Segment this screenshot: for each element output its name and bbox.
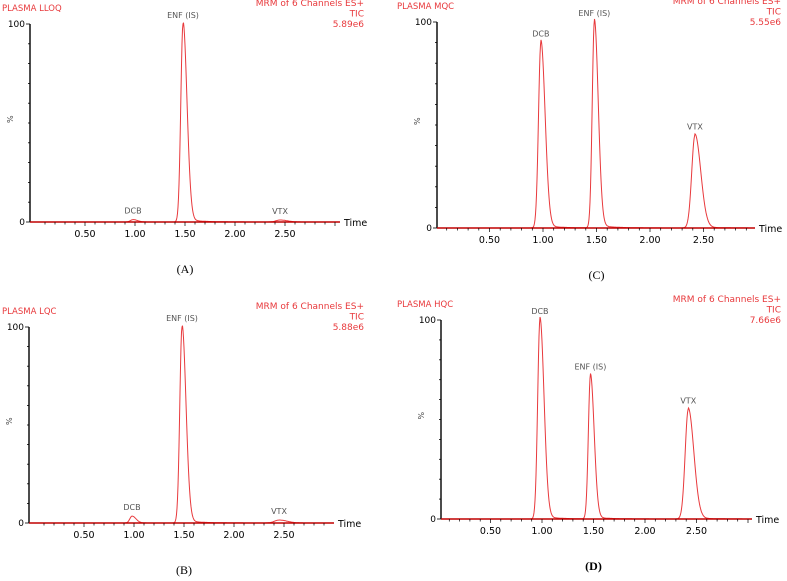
x-tick-label: 2.50 <box>273 530 294 541</box>
x-axis-label: Time <box>337 519 361 530</box>
panel-caption: (C) <box>588 268 605 282</box>
chromatogram-panel-b: PLASMA LQC MRM of 6 Channels ES+ TIC 5.88e6… <box>0 295 370 577</box>
header-line: 5.89e6 <box>333 20 365 30</box>
x-tick-label: 2.50 <box>693 235 714 246</box>
chromatogram-trace <box>441 316 752 520</box>
x-tick-label: 1.00 <box>123 530 144 541</box>
header-line: MRM of 6 Channels ES+ <box>673 295 781 305</box>
sample-name: PLASMA LQC <box>2 307 57 317</box>
peak-label: DCB <box>532 30 549 39</box>
peak-label: ENF (IS) <box>578 9 610 18</box>
x-tick-label: 0.50 <box>74 229 95 240</box>
header-line: TIC <box>766 8 781 18</box>
peak-label: VTX <box>271 507 287 516</box>
x-tick-label: 2.00 <box>224 229 245 240</box>
panel-caption: (B) <box>176 563 192 577</box>
x-tick-label: 0.50 <box>480 526 501 537</box>
header-line: MRM of 6 Channels ES+ <box>256 302 364 312</box>
peak-label: ENF (IS) <box>574 363 606 372</box>
y-tick-label: 0 <box>430 515 436 525</box>
chromatogram-trace <box>437 18 755 229</box>
header-line: TIC <box>349 313 364 323</box>
x-tick-label: 0.50 <box>73 530 94 541</box>
header-line: 7.66e6 <box>750 316 782 326</box>
x-tick-label: 1.50 <box>586 235 607 246</box>
header-line: TIC <box>349 10 364 20</box>
y-axis-label: % <box>417 412 426 420</box>
x-tick-label: 2.00 <box>639 235 660 246</box>
x-tick-label: 1.50 <box>174 229 195 240</box>
x-tick-label: 2.00 <box>634 526 655 537</box>
peak-label: DCB <box>124 207 141 216</box>
chromatogram-trace <box>30 22 340 223</box>
y-tick-label: 100 <box>415 18 432 28</box>
peak-label: DCB <box>531 307 548 316</box>
sample-name: PLASMA MQC <box>397 2 454 12</box>
y-tick-label: 0 <box>426 224 432 234</box>
y-tick-label: 100 <box>8 20 25 30</box>
header-line: 5.88e6 <box>333 323 365 333</box>
chromatogram-panel-d: PLASMA HQC MRM of 6 Channels ES+ TIC 7.66e6… <box>395 290 787 577</box>
y-tick-label: 0 <box>18 519 24 529</box>
header-line: MRM of 6 Channels ES+ <box>256 0 364 9</box>
y-axis-label: % <box>5 417 14 425</box>
header-line: 5.55e6 <box>750 18 782 28</box>
peak-label: ENF (IS) <box>166 314 198 323</box>
peak-label: ENF (IS) <box>167 11 199 20</box>
peak-label: VTX <box>687 122 703 131</box>
x-axis-label: Time <box>758 224 782 235</box>
x-tick-label: 1.50 <box>583 526 604 537</box>
x-tick-label: 0.50 <box>479 235 500 246</box>
y-tick-label: 0 <box>19 218 25 228</box>
y-axis-label: % <box>413 117 422 125</box>
x-tick-label: 2.50 <box>274 229 295 240</box>
sample-name: PLASMA HQC <box>397 300 453 310</box>
sample-name: PLASMA LLOQ <box>2 4 62 14</box>
header-line: MRM of 6 Channels ES+ <box>673 0 781 7</box>
chromatogram-panel-c: PLASMA MQC MRM of 6 Channels ES+ TIC 5.55e6… <box>395 0 787 285</box>
chromatogram-trace <box>29 325 334 524</box>
y-tick-label: 100 <box>7 323 24 333</box>
x-tick-label: 1.00 <box>532 235 553 246</box>
chromatogram-panel-a: PLASMA LLOQ MRM of 6 Channels ES+ TIC 5.89e… <box>0 0 370 280</box>
x-axis-label: Time <box>343 218 367 229</box>
panel-caption: (A) <box>176 262 194 276</box>
x-tick-label: 1.50 <box>173 530 194 541</box>
x-tick-label: 2.00 <box>223 530 244 541</box>
y-axis-label: % <box>6 115 15 123</box>
peak-label: DCB <box>123 503 140 512</box>
peak-label: VTX <box>680 397 696 406</box>
x-tick-label: 2.50 <box>686 526 707 537</box>
panel-caption: (D) <box>585 559 602 573</box>
x-tick-label: 1.00 <box>124 229 145 240</box>
x-tick-label: 1.00 <box>531 526 552 537</box>
x-axis-label: Time <box>755 515 779 526</box>
header-line: TIC <box>766 306 781 316</box>
y-tick-label: 100 <box>419 316 436 326</box>
peak-label: VTX <box>272 207 288 216</box>
